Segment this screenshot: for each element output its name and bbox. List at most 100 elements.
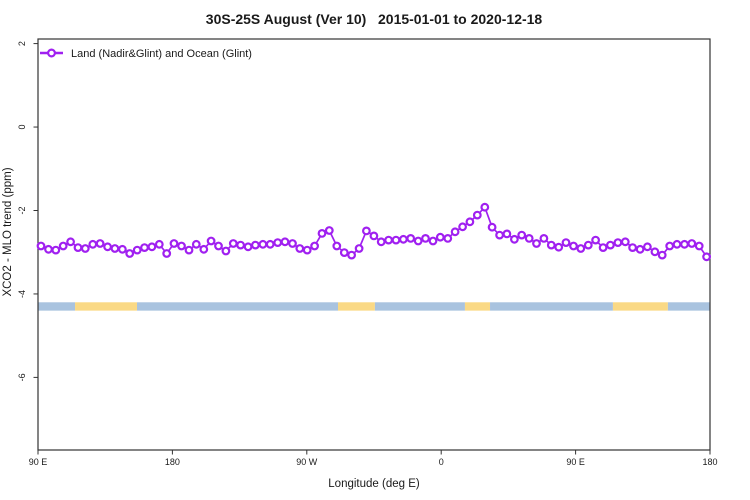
x-tick-label: 180: [702, 457, 717, 467]
data-point-marker: [88, 239, 98, 249]
data-point-marker: [421, 233, 430, 243]
data-point-marker: [80, 244, 90, 253]
data-point-marker: [236, 240, 246, 250]
data-point-marker: [687, 239, 697, 248]
y-tick-label: -2: [17, 206, 27, 214]
data-point-marker: [58, 241, 68, 251]
data-point-marker: [480, 202, 490, 212]
data-point-marker: [443, 233, 453, 243]
data-point-marker: [191, 239, 201, 249]
data-point-marker: [694, 241, 704, 251]
data-point-marker: [332, 241, 342, 251]
data-point-marker: [354, 244, 364, 253]
data-point-marker: [184, 245, 194, 255]
data-point-marker: [125, 249, 135, 258]
data-point-marker: [169, 239, 179, 248]
data-point-marker: [583, 240, 593, 250]
plot-area: 90 E 180 90 W 0 90 E 180 2 0 -2 -4 -6: [17, 38, 718, 467]
data-point-marker: [339, 248, 349, 258]
data-point-marker: [228, 239, 238, 248]
data-point-marker: [399, 234, 408, 244]
y-axis-label: XCO2 - MLO trend (ppm): [2, 167, 14, 296]
data-point-marker: [517, 230, 527, 240]
x-axis-label: Longitude (deg E): [328, 478, 420, 490]
data-point-marker: [206, 236, 216, 246]
data-point-marker: [265, 239, 275, 249]
data-point-marker: [199, 244, 209, 254]
data-point-marker: [561, 238, 571, 248]
x-tick-label: 180: [165, 457, 180, 467]
data-point-marker: [324, 226, 334, 235]
data-point-marker: [73, 243, 83, 253]
data-point-marker: [347, 250, 357, 260]
data-point-marker: [369, 231, 379, 241]
data-point-marker: [280, 237, 290, 247]
x-tick-label: 90 W: [296, 457, 318, 467]
data-point-marker: [376, 237, 386, 247]
data-point-marker: [140, 243, 149, 253]
surface-band-segment-ocean: [374, 302, 465, 311]
legend-marker-icon: [46, 48, 56, 58]
data-point-marker: [569, 241, 578, 251]
data-point-marker: [628, 243, 637, 253]
surface-band-segment-land: [75, 302, 138, 311]
data-point-marker: [620, 237, 630, 247]
chart-title: 30S-25S August (Ver 10) 2015-01-01 to 20…: [206, 11, 543, 27]
data-point-marker: [162, 249, 172, 258]
data-point-marker: [95, 239, 105, 248]
data-point-marker: [672, 239, 682, 249]
data-point-marker: [524, 233, 534, 243]
data-point-marker: [657, 250, 667, 260]
data-point-marker: [44, 244, 53, 254]
data-point-marker: [465, 217, 475, 227]
data-point-marker: [613, 238, 623, 248]
data-point-marker: [576, 244, 586, 253]
y-tick-label: -6: [17, 373, 27, 381]
surface-band-segment-land: [338, 302, 375, 311]
data-point-marker: [288, 239, 297, 248]
data-point-marker: [510, 234, 519, 244]
data-point-marker: [384, 235, 394, 245]
data-point-marker: [502, 229, 512, 239]
data-point-marker: [650, 247, 660, 257]
data-point-marker: [487, 222, 497, 232]
data-point-marker: [406, 233, 416, 243]
data-point-marker: [132, 245, 142, 255]
x-tick-label: 90 E: [566, 457, 585, 467]
surface-band-segment-ocean: [667, 302, 710, 311]
data-point-marker: [221, 246, 231, 256]
x-tick-label: 0: [439, 457, 444, 467]
data-point-marker: [598, 243, 608, 253]
data-point-marker: [450, 227, 460, 237]
data-point-marker: [554, 242, 564, 252]
data-point-marker: [36, 241, 46, 251]
data-point-marker: [147, 242, 157, 252]
data-point-marker: [117, 244, 127, 254]
data-point-marker: [435, 232, 445, 242]
data-point-marker: [295, 244, 305, 253]
data-point-marker: [154, 239, 164, 249]
data-point-marker: [391, 235, 401, 245]
data-point-marker: [643, 242, 652, 252]
data-point-marker: [495, 230, 505, 240]
data-point-marker: [66, 237, 75, 247]
y-tick-label: 0: [17, 125, 27, 130]
data-point-marker: [472, 210, 482, 220]
data-point-marker: [258, 239, 268, 249]
data-point-marker: [214, 241, 223, 251]
y-tick-label: -4: [17, 290, 27, 298]
data-point-marker: [250, 240, 260, 250]
data-point-marker: [532, 239, 541, 248]
data-point-marker: [317, 228, 327, 238]
data-point-marker: [635, 244, 645, 254]
data-point-marker: [458, 222, 468, 232]
legend: Land (Nadir&Glint) and Ocean (Glint): [40, 48, 252, 60]
data-point-marker: [302, 245, 312, 255]
data-point-marker: [546, 240, 556, 250]
data-point-marker: [177, 241, 186, 251]
data-point-marker: [413, 236, 423, 246]
surface-band-segment-land: [464, 302, 491, 311]
data-point-marker: [310, 241, 320, 251]
